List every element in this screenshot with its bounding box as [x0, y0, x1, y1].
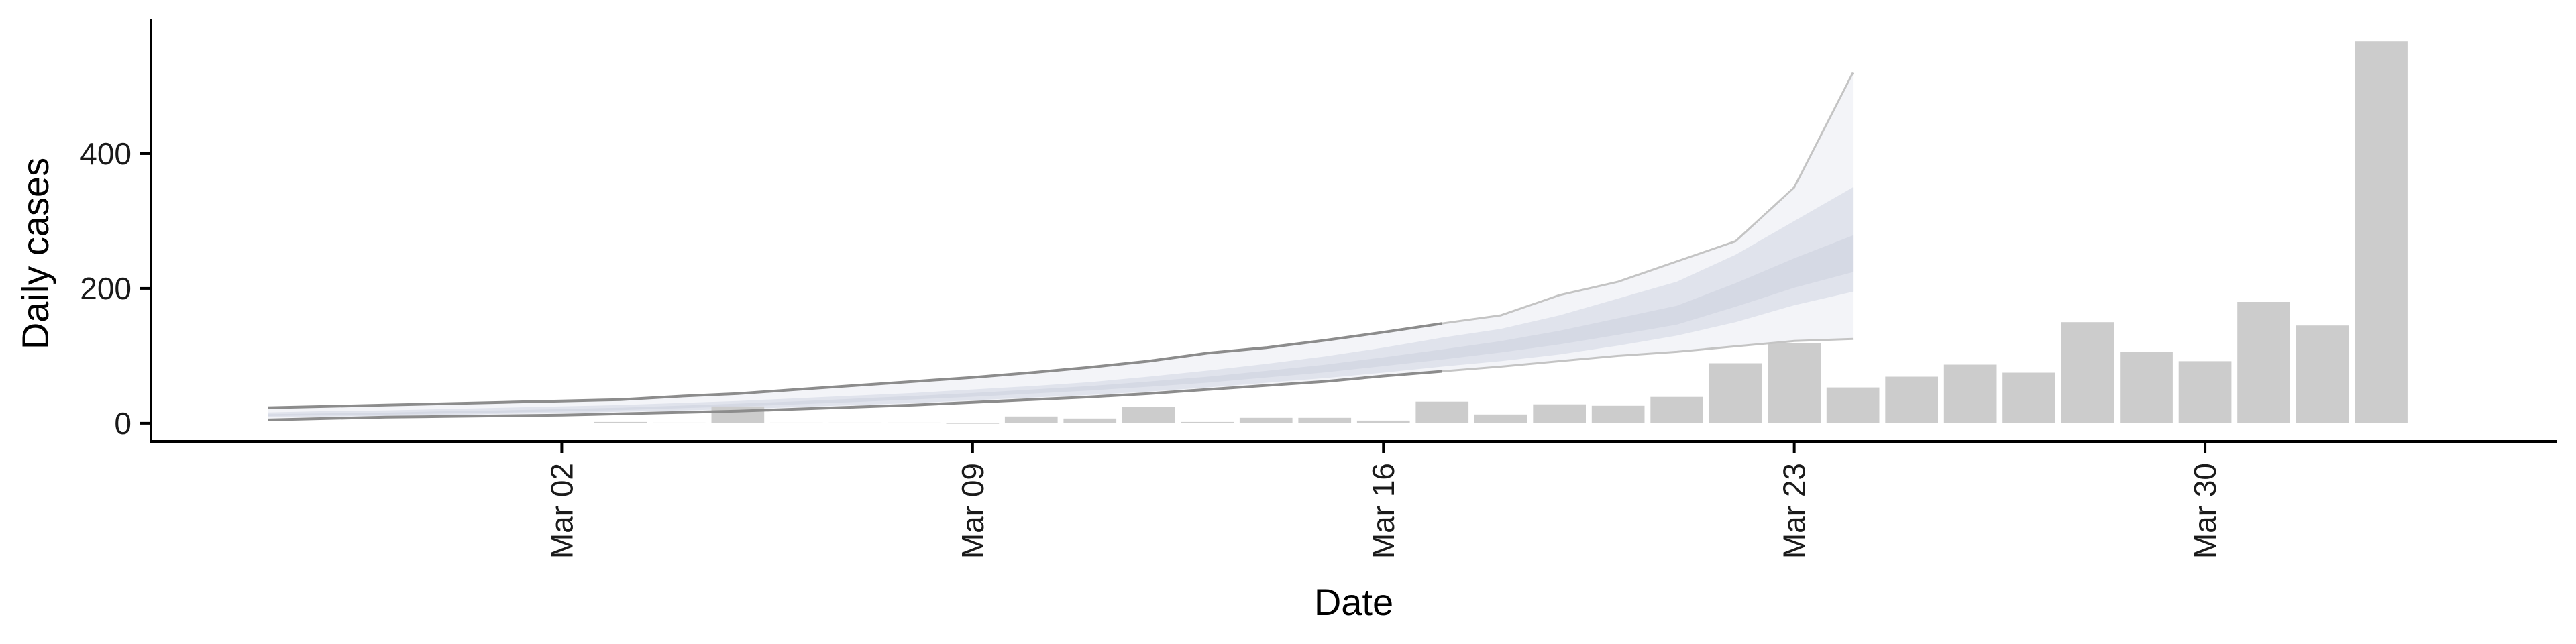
x-tick-label: Mar 23 — [1777, 463, 1812, 559]
forecast-bound-lines — [268, 72, 1854, 421]
y-ticks: 0 200 400 — [80, 136, 151, 441]
bar-2020-03-25 — [1885, 376, 1938, 423]
y-tick-label: 200 — [80, 271, 131, 306]
bar-2020-03-23 — [1768, 343, 1821, 423]
bar-2020-03-20 — [1591, 405, 1645, 423]
bar-2020-04-02 — [2355, 41, 2408, 423]
bar-2020-04-01 — [2296, 325, 2349, 423]
forecast-upper-line — [268, 322, 1442, 409]
y-tick-label: 0 — [114, 406, 131, 441]
bar-2020-03-15 — [1298, 417, 1352, 423]
bar-2020-03-30 — [2178, 361, 2232, 423]
bar-2020-03-09 — [946, 423, 1000, 424]
x-tick-label: Mar 09 — [955, 463, 990, 559]
forecast-lower-line — [268, 370, 1442, 421]
bar-2020-03-17 — [1415, 401, 1469, 423]
bar-2020-03-24 — [1826, 387, 1880, 423]
forecast-lower-line-late — [1442, 337, 1854, 372]
forecast-upper-line-late — [1442, 72, 1854, 325]
bar-2020-03-19 — [1533, 404, 1586, 423]
y-axis-title: Daily cases — [14, 158, 56, 350]
bar-2020-03-03 — [594, 421, 647, 423]
bar-2020-03-12 — [1122, 407, 1175, 423]
bar-2020-03-18 — [1474, 414, 1527, 423]
bar-2020-03-27 — [2002, 372, 2055, 423]
bar-2020-03-11 — [1063, 418, 1117, 423]
y-tick-label: 400 — [80, 136, 131, 171]
bar-2020-03-21 — [1650, 396, 1703, 423]
forecast-band-outer — [268, 72, 1854, 420]
x-axis-title: Date — [1314, 581, 1393, 623]
bar-2020-03-28 — [2061, 322, 2114, 423]
forecast-bands — [268, 72, 1854, 420]
bar-2020-03-22 — [1709, 363, 1762, 423]
bar-2020-03-10 — [1004, 416, 1058, 423]
forecast-band-core — [268, 235, 1854, 416]
bar-2020-03-14 — [1239, 417, 1293, 423]
bar-2020-03-29 — [2120, 352, 2173, 423]
axes — [150, 19, 2557, 443]
bars — [594, 41, 2408, 424]
bar-2020-03-05 — [711, 406, 765, 423]
x-tick-label: Mar 30 — [2188, 463, 2222, 559]
x-tick-label: Mar 16 — [1366, 463, 1401, 559]
x-ticks: Mar 02 Mar 09 Mar 16 Mar 23 Mar 30 — [544, 441, 2222, 559]
bar-2020-03-16 — [1356, 420, 1410, 423]
x-tick-label: Mar 02 — [544, 463, 579, 559]
bar-2020-03-31 — [2237, 302, 2290, 423]
forecast-band-inner — [268, 187, 1854, 417]
bar-2020-03-26 — [1943, 364, 1997, 423]
bar-2020-03-13 — [1181, 421, 1234, 423]
